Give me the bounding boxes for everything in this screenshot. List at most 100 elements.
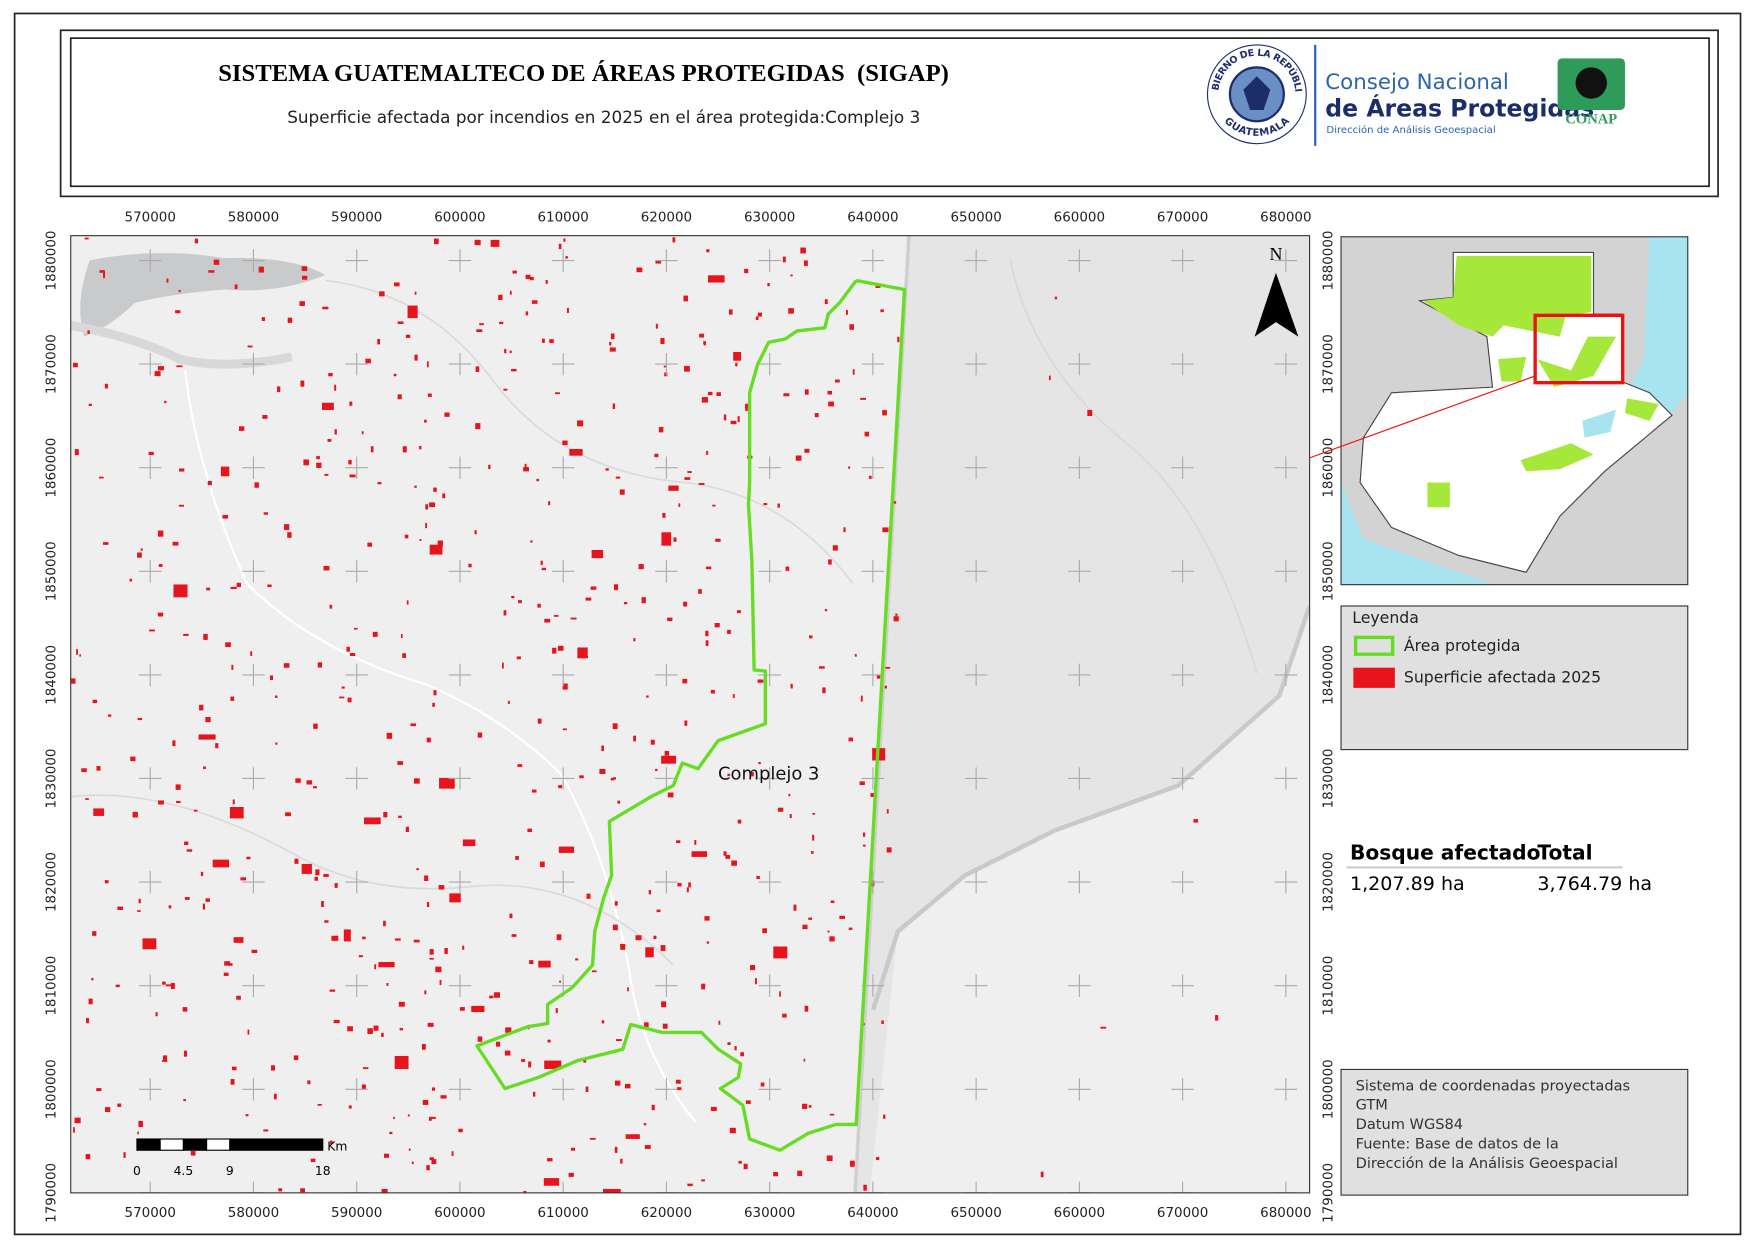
inset-map xyxy=(1340,236,1689,586)
burn-patch xyxy=(848,927,853,930)
burn-patch xyxy=(569,448,583,456)
burn-patch xyxy=(205,898,210,902)
burn-patch xyxy=(79,654,82,657)
burn-patch xyxy=(528,1061,532,1068)
burn-patch xyxy=(439,777,455,789)
burn-patch xyxy=(828,559,832,565)
burn-patch xyxy=(610,777,615,781)
burn-patch xyxy=(862,844,866,847)
burn-patch xyxy=(738,1160,742,1164)
burn-patch xyxy=(893,616,899,622)
burn-patch xyxy=(517,764,523,767)
burn-patch xyxy=(521,1059,526,1062)
burn-patch xyxy=(667,792,674,798)
burn-patch xyxy=(300,380,305,387)
burn-patch xyxy=(552,647,557,654)
burn-patch xyxy=(558,785,563,789)
burn-patch xyxy=(586,893,591,899)
burn-patch xyxy=(287,532,292,538)
inset-ocean xyxy=(1341,482,1493,585)
burn-patch xyxy=(476,329,483,333)
burn-patch xyxy=(381,1032,384,1037)
burn-patch xyxy=(261,317,265,321)
burn-patch xyxy=(635,935,642,941)
burn-patch xyxy=(117,1103,122,1107)
burn-patch xyxy=(76,649,78,655)
burn-patch xyxy=(737,819,742,824)
burn-patch xyxy=(558,243,562,250)
summary-header: Bosque afectado xyxy=(1350,840,1540,864)
burn-patch xyxy=(477,732,483,738)
x-tick-label: 680000 xyxy=(1260,211,1311,226)
burn-patch xyxy=(327,438,332,442)
burn-patch xyxy=(803,260,808,266)
burn-patch xyxy=(701,1179,705,1182)
y-tick-label: 1790000 xyxy=(45,1163,60,1223)
burn-patch xyxy=(773,1171,778,1177)
burn-patch xyxy=(822,687,826,694)
burn-patch xyxy=(370,446,374,453)
burn-patch xyxy=(88,403,92,406)
burn-patch xyxy=(172,541,179,546)
burn-patch xyxy=(414,354,418,361)
burn-patch xyxy=(676,1087,682,1091)
burn-patch xyxy=(424,990,427,995)
burn-patch xyxy=(323,874,329,877)
burn-patch xyxy=(400,633,403,638)
burn-patch xyxy=(349,401,353,406)
lake xyxy=(80,252,326,337)
burn-patch xyxy=(814,413,819,418)
info-line: GTM xyxy=(1356,1097,1388,1114)
burn-patch xyxy=(251,949,258,953)
x-tick-label: 570000 xyxy=(125,211,176,226)
burn-patch xyxy=(148,451,154,456)
burn-patch xyxy=(429,544,443,555)
burn-patch xyxy=(230,696,235,701)
burn-patch xyxy=(541,567,547,571)
burn-patch xyxy=(275,742,278,745)
burn-patch xyxy=(712,504,716,507)
burn-patch xyxy=(140,548,143,551)
burn-patch xyxy=(115,984,120,988)
burn-patch xyxy=(797,1170,803,1177)
burn-patch xyxy=(661,1001,667,1008)
burn-patch xyxy=(349,474,356,478)
burn-patch xyxy=(727,629,731,635)
burn-patch xyxy=(300,1188,305,1193)
burn-patch xyxy=(591,970,597,973)
burn-patch xyxy=(706,249,710,253)
burn-patch xyxy=(424,419,427,423)
burn-patch xyxy=(543,1178,560,1186)
burn-patch xyxy=(207,480,212,486)
burn-patch xyxy=(273,1093,277,1100)
burn-patch xyxy=(405,826,409,833)
burn-patch xyxy=(258,266,264,273)
burn-patch xyxy=(673,537,677,542)
burn-patch xyxy=(758,762,761,765)
y-tick-label: 1880000 xyxy=(45,231,60,291)
burn-patch xyxy=(691,851,708,857)
area-label: Complejo 3 xyxy=(718,763,819,784)
burn-patch xyxy=(123,1152,126,1158)
burn-patch xyxy=(458,1128,463,1133)
burn-patch xyxy=(137,552,142,558)
burn-patch xyxy=(330,1140,333,1144)
burn-patch xyxy=(329,604,333,609)
burn-patch xyxy=(812,834,815,841)
burn-patch xyxy=(474,530,477,535)
burn-patch xyxy=(540,861,545,868)
burn-patch xyxy=(743,1163,748,1170)
burn-patch xyxy=(544,1060,562,1069)
burn-patch xyxy=(549,339,554,343)
burn-patch xyxy=(826,1155,833,1162)
scale-segment xyxy=(182,1138,208,1151)
burn-patch xyxy=(509,290,512,295)
burn-patch xyxy=(225,642,231,648)
burn-patch xyxy=(419,538,422,541)
burn-patch xyxy=(562,683,568,690)
burn-patch xyxy=(212,859,230,868)
y-tick-label: 1870000 xyxy=(45,334,60,394)
burn-patch xyxy=(348,459,352,465)
burn-patch xyxy=(646,695,649,698)
